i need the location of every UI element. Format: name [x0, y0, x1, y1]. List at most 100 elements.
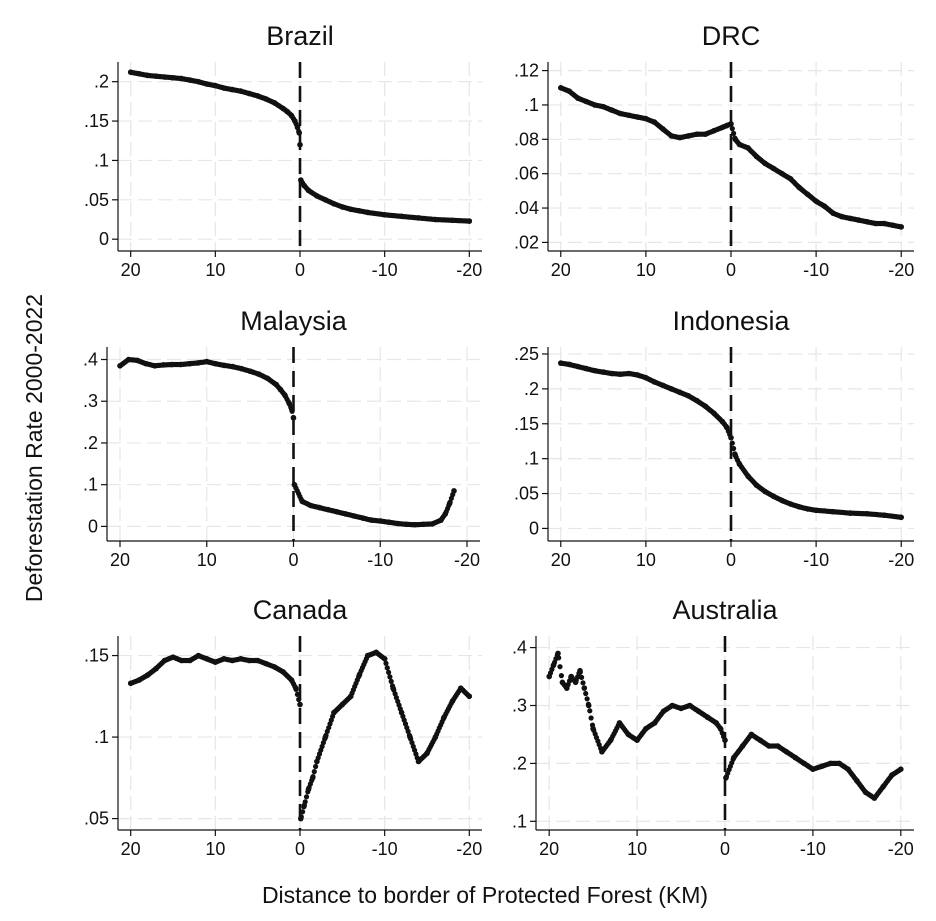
data-point — [280, 669, 286, 675]
data-point — [178, 657, 185, 664]
data-point — [432, 216, 439, 223]
data-point — [634, 372, 641, 378]
data-point — [711, 410, 717, 417]
data-point — [898, 514, 904, 521]
y-tick-label: .2 — [512, 753, 527, 773]
panel-title: DRC — [702, 21, 761, 51]
data-point — [212, 360, 219, 367]
data-point — [766, 743, 772, 749]
data-point — [634, 737, 640, 743]
data-point — [415, 758, 422, 765]
data-point — [331, 201, 337, 207]
data-point — [881, 512, 887, 518]
data-point — [284, 108, 291, 115]
data-point — [845, 766, 851, 772]
data-point — [342, 511, 349, 517]
x-tick-label: 0 — [720, 839, 730, 859]
y-tick-label: .02 — [514, 232, 539, 252]
y-tick-label: .3 — [512, 695, 527, 715]
panel-title: Brazil — [266, 21, 334, 51]
data-point — [177, 361, 184, 368]
panel-title: Malaysia — [240, 306, 348, 336]
data-point — [246, 90, 252, 97]
data-point — [600, 369, 607, 375]
data-point — [394, 520, 401, 527]
x-tick-label: 10 — [636, 260, 656, 280]
data-point — [221, 362, 227, 369]
data-point — [381, 656, 388, 662]
y-tick-label: .1 — [524, 449, 539, 469]
data-point — [381, 212, 388, 218]
data-point — [316, 504, 323, 511]
panel-drc: DRC .02 .04 .06 .08 .1 .12 20 10 0 -10 -20 — [514, 21, 914, 280]
data-point — [804, 506, 811, 512]
data-point — [449, 217, 456, 224]
data-point — [377, 518, 384, 524]
data-point — [466, 218, 473, 224]
data-point — [286, 400, 293, 407]
data-point — [732, 136, 739, 143]
data-point — [579, 674, 585, 681]
data-point — [796, 184, 802, 191]
y-tick-label: 0 — [88, 516, 98, 536]
data-point — [745, 145, 751, 151]
x-tick-label: 0 — [726, 260, 736, 280]
data-point — [388, 678, 394, 685]
data-point — [723, 424, 730, 431]
y-tick-label: .15 — [84, 646, 109, 666]
data-point — [127, 69, 134, 75]
data-point — [836, 760, 843, 767]
data-point — [847, 215, 853, 222]
data-point — [609, 107, 615, 113]
x-tick-label: 20 — [551, 260, 571, 280]
data-point — [847, 510, 853, 516]
data-point — [855, 217, 862, 223]
data-point — [677, 389, 683, 396]
data-point — [403, 521, 410, 528]
data-point — [311, 769, 317, 775]
data-point — [373, 649, 380, 656]
data-point — [583, 690, 589, 697]
y-tick-label: .04 — [514, 198, 539, 218]
data-point — [356, 208, 363, 214]
data-point — [634, 114, 641, 120]
data-point — [390, 685, 396, 691]
data-point — [186, 360, 193, 367]
data-point — [728, 434, 734, 441]
x-tick-label: 20 — [551, 550, 571, 570]
data-point — [212, 659, 219, 665]
data-point — [651, 720, 658, 726]
data-point — [144, 672, 151, 678]
data-point — [687, 702, 693, 709]
x-tick-label: 20 — [110, 550, 130, 570]
data-point — [564, 685, 570, 691]
data-point — [748, 731, 755, 738]
data-point — [290, 415, 297, 421]
data-point — [322, 197, 329, 203]
data-point — [731, 754, 737, 761]
data-point — [566, 88, 573, 94]
x-tick-label: 20 — [121, 839, 141, 859]
data-point — [660, 382, 666, 389]
data-point — [685, 133, 692, 139]
panel-malaysia: Malaysia 0 .1 .2 .3 .4 20 10 0 -10 -20 — [83, 306, 480, 570]
data-point — [134, 357, 141, 364]
data-point — [305, 786, 312, 792]
data-point — [264, 375, 271, 382]
y-tick-label: .05 — [84, 190, 109, 210]
y-tick-label: .1 — [512, 811, 527, 831]
data-point — [325, 506, 332, 513]
data-point — [583, 365, 590, 372]
data-point — [753, 482, 760, 489]
data-point — [801, 760, 807, 767]
x-tick-label: -20 — [888, 839, 914, 859]
data-point — [577, 667, 583, 674]
data-point — [584, 696, 590, 702]
data-point — [282, 392, 288, 398]
y-tick-label: 0 — [99, 229, 109, 249]
x-tick-label: 10 — [636, 550, 656, 570]
data-point — [723, 122, 730, 129]
y-tick-label: .05 — [84, 809, 109, 829]
data-point — [153, 73, 159, 79]
y-axis-label: Deforestation Rate 2000-2022 — [21, 294, 47, 602]
